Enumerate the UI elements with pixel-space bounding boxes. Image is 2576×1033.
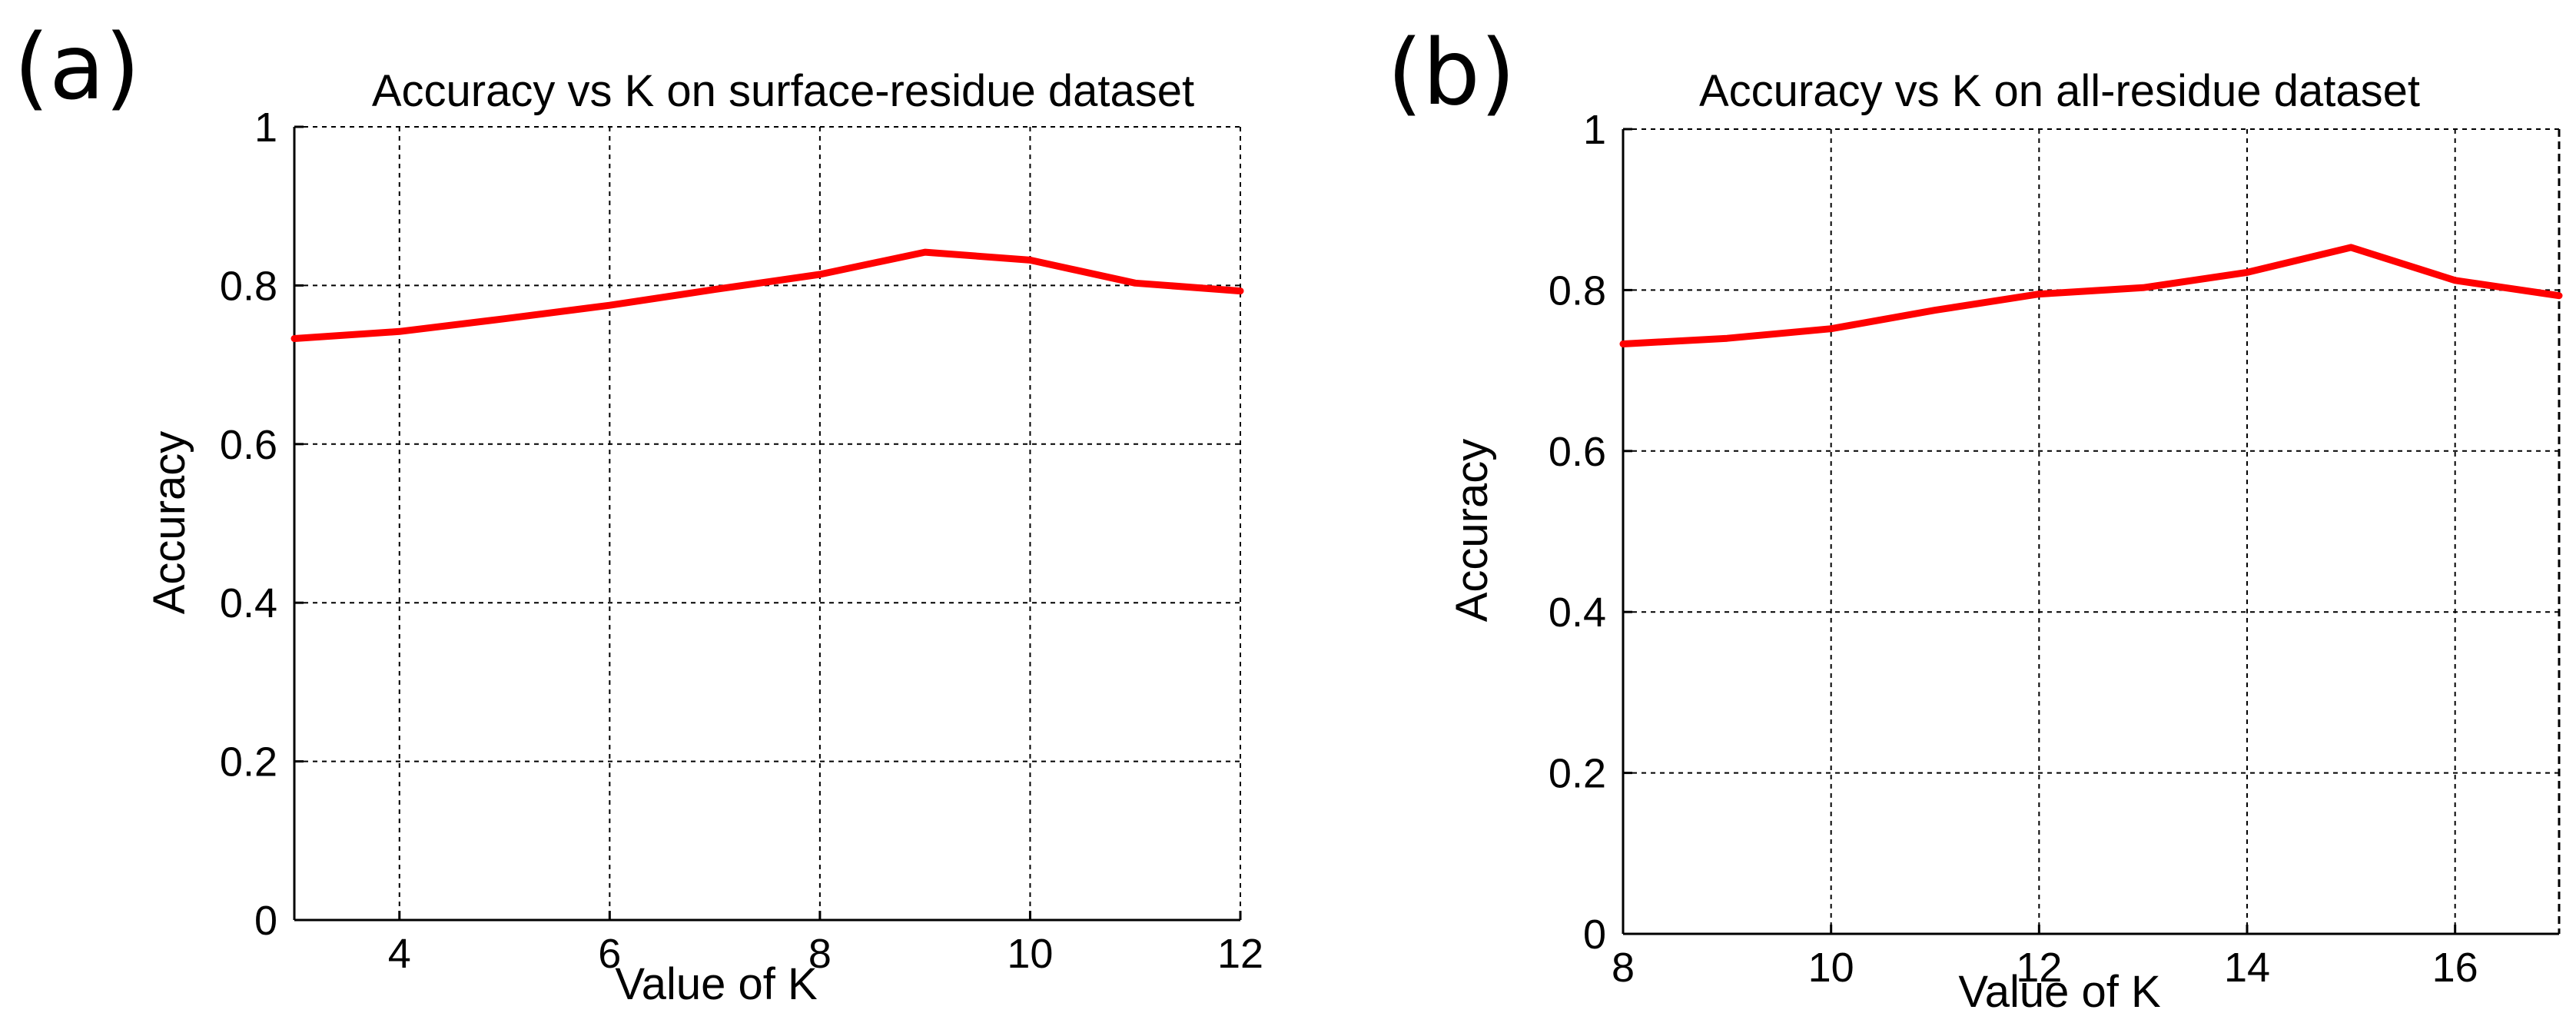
- panel-b-y-tick-label-1: 0.2: [1549, 751, 1606, 797]
- panel-b-title: Accuracy vs K on all-residue dataset: [1699, 66, 2420, 116]
- panel-a-x-tick-label-0: 4: [388, 931, 411, 977]
- panel-a-y-tick-label-0: 0: [254, 898, 277, 944]
- panel-a-title: Accuracy vs K on surface-residue dataset: [372, 66, 1194, 116]
- panel-b-axes: [1622, 129, 2561, 935]
- panel-b-y-tick-label-0: 0: [1583, 912, 1606, 958]
- panel-a-x-tick-label-3: 10: [1007, 931, 1053, 977]
- panel-a-y-tick-label-4: 0.8: [220, 263, 277, 309]
- panel-a-y-tick-label-2: 0.4: [220, 580, 277, 626]
- panel-b-y-tick-label-2: 0.4: [1549, 590, 1606, 636]
- panel-b-accuracy-line-0: [1619, 244, 2563, 347]
- panel-b-series-layer: [1619, 244, 2563, 347]
- panel-a-axes: [293, 127, 1240, 922]
- panel-a-y-tick-label-3: 0.6: [220, 422, 277, 468]
- panel-b-x-tick-label-1: 10: [1808, 945, 1854, 991]
- panel-b-x-tick-label-3: 14: [2224, 945, 2270, 991]
- panel-b-x-axis-label: Value of K: [1958, 967, 2161, 1017]
- panel-a: (a) Accuracy vs K on surface-residue dat…: [14, 14, 1263, 1009]
- panel-a-series-layer: [290, 248, 1244, 342]
- panel-b-x-ticks: 8 10 12 14 16: [1612, 925, 2478, 991]
- panel-b-y-tick-label-4: 0.8: [1549, 267, 1606, 314]
- panel-b-x-tick-label-4: 16: [2432, 945, 2478, 991]
- panel-b-gridlines: [1623, 128, 2559, 934]
- panel-b-label: (b): [1387, 19, 1515, 125]
- panel-b-x-tick-label-0: 8: [1612, 945, 1635, 991]
- panel-a-x-tick-label-1: 6: [598, 931, 621, 977]
- panel-a-y-ticks: 0 0.2 0.4 0.6 0.8 1: [220, 105, 304, 944]
- panel-b-y-axis-label: Accuracy: [1447, 439, 1497, 623]
- panel-b-x-tick-label-2: 12: [2016, 945, 2062, 991]
- panel-a-y-axis-label: Accuracy: [144, 431, 194, 615]
- panel-a-label: (a): [14, 14, 140, 120]
- panel-a-y-tick-label-5: 1: [254, 105, 277, 151]
- panel-a-x-tick-label-2: 8: [808, 931, 832, 977]
- panel-a-accuracy-line-0: [290, 248, 1244, 342]
- panel-a-x-axis-label: Value of K: [615, 959, 818, 1009]
- panel-b-y-ticks: 0 0.2 0.4 0.6 0.8 1: [1549, 107, 1632, 958]
- panel-b: (b) Accuracy vs K on all-residue dataset…: [1387, 19, 2563, 1017]
- panel-a-x-tick-label-4: 12: [1217, 931, 1263, 977]
- panel-b-y-tick-label-5: 1: [1583, 107, 1606, 153]
- panel-a-gridlines: [294, 126, 1241, 920]
- panel-b-y-tick-label-3: 0.6: [1549, 429, 1606, 475]
- panel-a-y-tick-label-1: 0.2: [220, 739, 277, 786]
- panel-a-x-ticks: 4 6 8 10 12: [388, 911, 1263, 977]
